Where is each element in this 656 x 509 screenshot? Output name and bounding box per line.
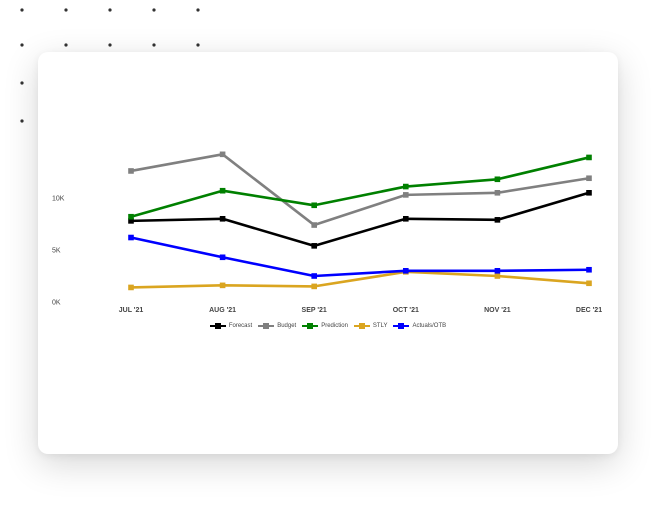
x-tick-label: SEP '21: [302, 307, 327, 314]
data-point-prediction[interactable]: [494, 176, 501, 183]
legend-swatch: [258, 322, 275, 330]
data-point-forecast[interactable]: [128, 218, 134, 224]
decorative-dot-grid: [20, 8, 200, 123]
series-actuals-otb: [128, 234, 592, 279]
series-layer: [128, 151, 592, 291]
series-line-budget: [129, 153, 591, 227]
legend-swatch: [209, 322, 226, 330]
legend-swatch: [393, 322, 410, 330]
legend-label: Budget: [277, 323, 297, 329]
data-point-actuals-otb[interactable]: [494, 268, 501, 274]
series-budget: [128, 151, 592, 228]
data-point-forecast[interactable]: [403, 216, 409, 222]
legend-label: Prediction: [321, 323, 348, 329]
legend-item-forecast[interactable]: Forecast: [209, 322, 253, 330]
data-point-forecast[interactable]: [494, 217, 501, 223]
x-tick-label: DEC '21: [576, 307, 602, 314]
data-point-prediction[interactable]: [311, 202, 317, 209]
x-tick-label: AUG '21: [209, 307, 236, 314]
legend-item-prediction[interactable]: Prediction: [302, 322, 348, 330]
y-tick-label: 5K: [52, 248, 61, 255]
data-point-actuals-otb[interactable]: [403, 268, 409, 274]
legend-item-budget[interactable]: Budget: [258, 322, 296, 330]
data-point-stly[interactable]: [311, 283, 317, 290]
data-point-stly[interactable]: [128, 284, 134, 291]
legend-item-actuals-otb[interactable]: Actuals/OTB: [393, 322, 446, 330]
data-point-actuals-otb[interactable]: [586, 266, 592, 273]
chart-card: 0K 5K 10K JUL '21 AUG '21 SEP '21 OCT '21 NOV …: [38, 52, 618, 454]
data-point-forecast[interactable]: [586, 190, 592, 196]
data-point-stly[interactable]: [494, 273, 501, 279]
x-axis-ticks: JUL '21 AUG '21 SEP '21 OCT '21 NOV '21 DEC '…: [119, 307, 602, 314]
legend-label: STLY: [372, 323, 388, 329]
data-point-budget[interactable]: [128, 168, 134, 174]
legend-label: Actuals/OTB: [412, 323, 447, 329]
data-point-prediction[interactable]: [219, 187, 226, 194]
data-point-budget[interactable]: [403, 192, 409, 198]
legend-swatch: [353, 322, 370, 330]
data-point-forecast[interactable]: [311, 243, 317, 249]
series-forecast: [128, 190, 592, 249]
line-chart: 0K 5K 10K JUL '21 AUG '21 SEP '21 OCT '21 NOV …: [52, 151, 602, 314]
y-tick-label: 0K: [52, 300, 61, 307]
series-prediction: [128, 154, 592, 220]
x-tick-label: NOV '21: [484, 307, 511, 314]
x-tick-label: OCT '21: [393, 307, 419, 314]
data-point-prediction[interactable]: [403, 183, 409, 190]
chart-legend: Forecast Budget Prediction STLY Actuals/OTB: [38, 320, 618, 332]
legend-item-stly[interactable]: STLY: [353, 322, 388, 330]
legend-swatch: [302, 322, 319, 330]
data-point-prediction[interactable]: [128, 213, 134, 220]
x-tick-label: JUL '21: [119, 307, 144, 314]
data-point-budget[interactable]: [311, 222, 317, 228]
data-point-stly[interactable]: [219, 282, 226, 289]
data-point-stly[interactable]: [586, 280, 592, 287]
series-line-actuals-otb: [129, 236, 591, 278]
data-point-prediction[interactable]: [586, 154, 592, 161]
y-tick-label: 10K: [52, 196, 65, 203]
legend-label: Forecast: [228, 323, 253, 329]
data-point-actuals-otb[interactable]: [219, 254, 226, 261]
series-line-forecast: [129, 191, 591, 248]
series-line-stly: [129, 270, 591, 289]
series-line-prediction: [129, 156, 591, 219]
data-point-actuals-otb[interactable]: [128, 234, 134, 241]
data-point-budget[interactable]: [586, 175, 592, 182]
data-point-budget[interactable]: [494, 190, 501, 196]
y-axis-ticks: 0K 5K 10K: [52, 196, 65, 307]
data-point-forecast[interactable]: [219, 216, 226, 222]
data-point-actuals-otb[interactable]: [311, 273, 317, 279]
data-point-budget[interactable]: [219, 151, 226, 158]
